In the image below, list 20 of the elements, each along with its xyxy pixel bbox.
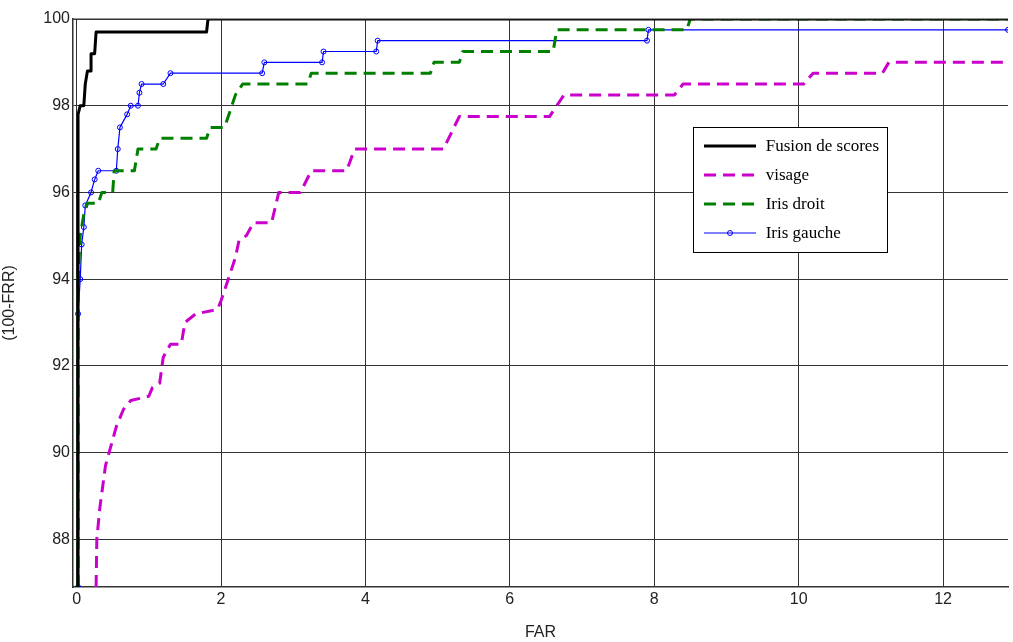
y-tick-label: 90 [52,442,71,460]
y-tick-label: 94 [52,269,71,287]
legend-label: visage [765,165,810,186]
y-tick-label: 100 [43,9,71,27]
legend-label: Fusion de scores [765,136,879,157]
y-tick-label: 88 [52,529,71,547]
y-tick-label: 92 [52,356,71,374]
y-axis-title: (100-FRR) [0,265,18,341]
x-tick-label: 6 [505,590,515,608]
x-tick-label: 8 [649,590,659,608]
y-tick-label: 96 [52,182,71,200]
legend-label: Iris droit [765,194,825,215]
x-tick-label: 12 [934,590,953,608]
legend-label: Iris gauche [765,223,841,244]
x-tick-label: 0 [72,590,82,608]
x-axis-title: FAR [524,622,557,640]
y-tick-label: 98 [52,96,71,114]
x-tick-label: 4 [360,590,370,608]
x-tick-label: 10 [789,590,808,608]
x-tick-label: 2 [216,590,226,608]
